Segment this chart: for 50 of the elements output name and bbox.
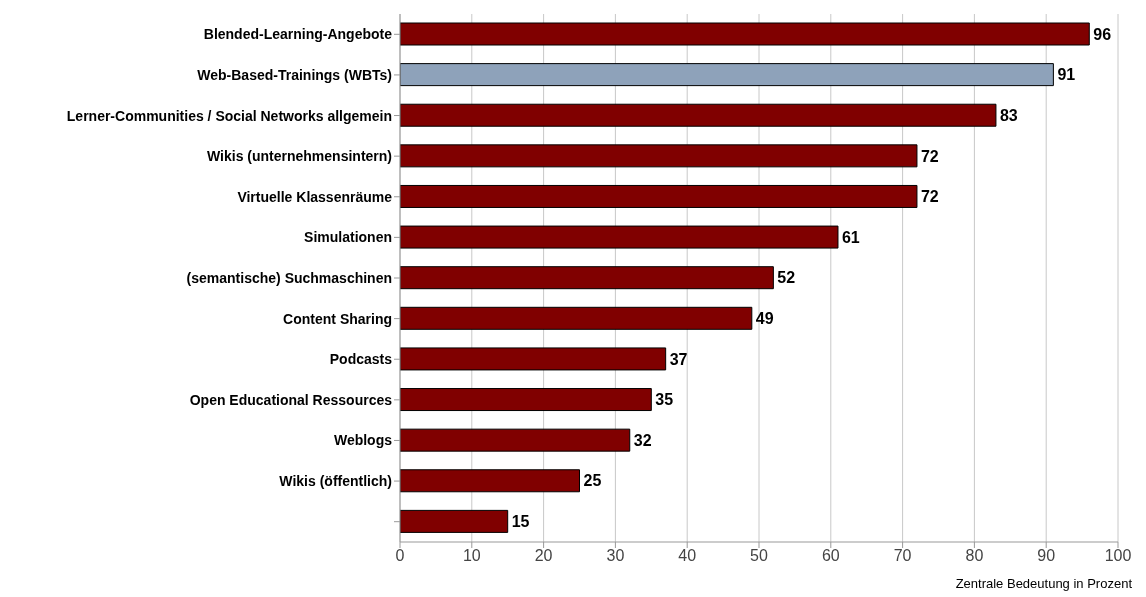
y-tick-label: Web-Based-Trainings (WBTs): [197, 66, 392, 83]
x-tick-label: 0: [395, 547, 405, 565]
x-tick-label: 30: [606, 547, 625, 565]
data-label: 52: [777, 269, 796, 287]
bar: [400, 63, 1054, 87]
bar: [400, 388, 652, 412]
data-label: 32: [633, 431, 652, 449]
y-tick-label: Open Educational Ressources: [189, 391, 393, 408]
bar: [400, 103, 997, 127]
x-tick-label: 60: [821, 547, 840, 565]
y-tick-label: Virtuelle Klassenräume: [237, 188, 393, 205]
x-tick-label: 20: [534, 547, 553, 565]
bar: [400, 306, 753, 330]
y-tick-label: Podcasts: [329, 351, 393, 368]
data-label: 83: [999, 106, 1018, 124]
bar: [400, 347, 667, 371]
data-label: 35: [655, 391, 674, 409]
data-label: 91: [1057, 66, 1076, 84]
data-label: 72: [920, 147, 939, 165]
y-tick-label: Blended-Learning-Angebote: [203, 26, 393, 43]
x-tick-label: 50: [750, 547, 768, 565]
bar: [400, 469, 580, 493]
y-tick-label: Weblogs: [333, 432, 393, 449]
data-label: 15: [511, 513, 530, 531]
y-tick-label: Lerner-Communities / Social Networks allgemein: [66, 107, 392, 124]
bar: [400, 184, 918, 208]
data-label: 49: [755, 309, 774, 327]
data-label: 72: [920, 188, 939, 206]
data-label: 61: [841, 228, 860, 246]
x-tick-label: 10: [462, 547, 481, 565]
data-label: 96: [1093, 25, 1112, 43]
bar: [400, 266, 774, 290]
x-tick-label: 70: [893, 547, 912, 565]
y-tick-label: Content Sharing: [283, 310, 392, 327]
data-label: 25: [583, 472, 602, 490]
x-tick-label: 40: [678, 547, 697, 565]
y-tick-label: Wikis (öffentlich): [279, 473, 392, 490]
bar: [400, 225, 839, 249]
y-tick-label: (semantische) Suchmaschinen: [186, 269, 392, 286]
x-axis-title: Zentrale Bedeutung in Prozent: [955, 576, 1132, 591]
y-tick-label: Wikis (unternehmensintern): [206, 148, 392, 165]
bar: [400, 22, 1090, 46]
bar: [400, 509, 509, 533]
y-tick-label: Simulationen: [304, 229, 392, 246]
bar: [400, 428, 631, 452]
bar: [400, 144, 918, 168]
x-tick-label: 100: [1104, 547, 1132, 565]
x-tick-label: 80: [965, 547, 984, 565]
data-label: 37: [669, 350, 688, 368]
x-tick-label: 90: [1037, 547, 1056, 565]
